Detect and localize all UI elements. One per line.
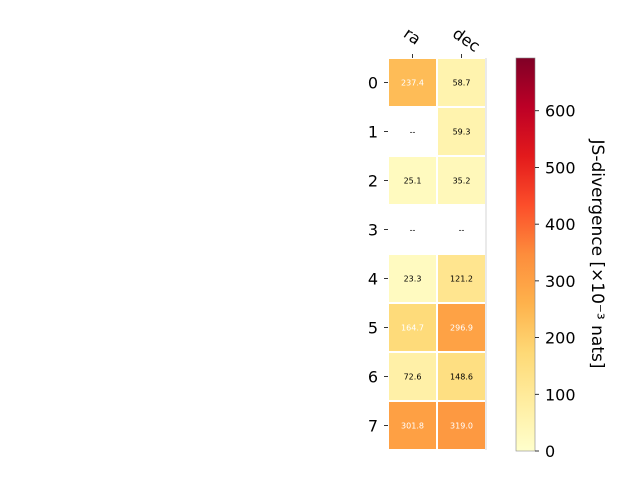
y-tick-label: 7 [368, 417, 378, 436]
y-tick-label: 6 [368, 368, 378, 387]
cell-value-label: -- [410, 226, 416, 235]
colorbar-tick-label: 100 [545, 385, 576, 404]
cell-value-label: -- [410, 128, 416, 137]
cell-value-label: 301.8 [401, 422, 424, 431]
heatmap-cell [438, 255, 485, 302]
colorbar-tick-label: 200 [545, 329, 576, 348]
colorbar-tick-label: 400 [545, 215, 576, 234]
heatmap-cell [389, 255, 436, 302]
cell-value-label: 25.1 [404, 177, 422, 186]
cell-value-label: 121.2 [450, 275, 473, 284]
cell-value-label: 237.4 [401, 79, 424, 88]
cell-value-label: 35.2 [453, 177, 471, 186]
colorbar-gradient [515, 57, 536, 452]
heatmap-cell [438, 402, 485, 449]
cell-value-label: 148.6 [450, 373, 473, 382]
y-tick-label: 2 [368, 172, 378, 191]
heatmap-cell [389, 157, 436, 204]
heatmap-cell [389, 353, 436, 400]
y-tick-label: 5 [368, 319, 378, 338]
cell-value-label: 319.0 [450, 422, 473, 431]
heatmap-cell [438, 108, 485, 155]
colorbar-tick-label: 300 [545, 272, 576, 291]
y-tick-label: 4 [368, 270, 378, 289]
colorbar-tick-label: 500 [545, 158, 576, 177]
heatmap-cell [438, 304, 485, 351]
colorbar-tick-label: 600 [545, 102, 576, 121]
cell-value-label: 58.7 [453, 79, 471, 88]
heatmap-cell [389, 304, 436, 351]
colorbar-tick-label: 0 [545, 442, 555, 461]
cell-value-label: 72.6 [404, 373, 422, 382]
cell-value-label: -- [459, 226, 465, 235]
y-tick-label: 0 [368, 74, 378, 93]
colorbar: 0 100 200 300 400 500 600 JS-divergence [×10⁻³… [515, 57, 607, 461]
cell-value-label: 296.9 [450, 324, 473, 333]
heatmap-cell [438, 157, 485, 204]
x-tick-label: ra [400, 24, 424, 49]
y-tick-label: 1 [368, 123, 378, 142]
colorbar-label: JS-divergence [×10⁻³ nats] [587, 139, 607, 369]
x-tick-label: dec [449, 24, 483, 56]
heatmap-cell [389, 59, 436, 106]
heatmap-cell [438, 59, 485, 106]
colorbar-ticks: 0 100 200 300 400 500 600 [535, 102, 576, 461]
heatmap-cell [389, 402, 436, 449]
cell-value-label: 164.7 [401, 324, 424, 333]
cell-value-label: 23.3 [404, 275, 422, 284]
heatmap-cell [438, 353, 485, 400]
cell-value-label: 59.3 [453, 128, 471, 137]
heatmap-cells: 237.4 58.7 -- 59.3 25.1 35.2 -- -- 23.3 121.2 164.… [389, 59, 485, 449]
y-tick-label: 3 [368, 221, 378, 240]
